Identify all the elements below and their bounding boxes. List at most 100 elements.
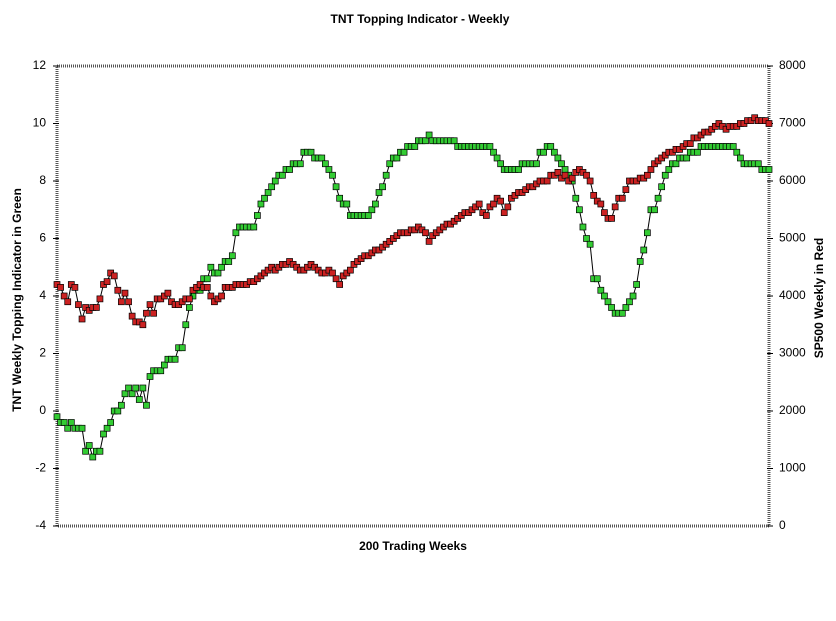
marker bbox=[178, 344, 186, 352]
marker bbox=[325, 166, 333, 173]
marker bbox=[318, 154, 326, 162]
marker bbox=[307, 148, 315, 156]
marker bbox=[572, 194, 580, 202]
marker bbox=[186, 304, 193, 311]
y2-tick-label: 7000 bbox=[779, 116, 806, 130]
marker bbox=[640, 246, 648, 254]
marker bbox=[583, 171, 590, 179]
marker bbox=[644, 171, 651, 179]
marker bbox=[171, 355, 179, 363]
marker bbox=[608, 304, 615, 311]
chart-title: TNT Topping Indicator - Weekly bbox=[331, 12, 510, 26]
marker bbox=[100, 430, 107, 438]
marker bbox=[93, 304, 100, 311]
marker bbox=[268, 183, 276, 191]
marker bbox=[103, 424, 111, 432]
marker bbox=[96, 447, 104, 455]
marker bbox=[67, 419, 75, 426]
marker bbox=[558, 160, 565, 168]
marker bbox=[103, 278, 111, 285]
y2-tick-label: 3000 bbox=[779, 346, 806, 360]
marker bbox=[114, 407, 122, 415]
marker bbox=[64, 424, 72, 432]
marker bbox=[576, 206, 583, 214]
marker bbox=[71, 284, 79, 291]
marker bbox=[146, 373, 154, 380]
marker bbox=[754, 160, 762, 168]
y-tick-label: 10 bbox=[33, 116, 47, 130]
marker bbox=[264, 189, 272, 196]
marker bbox=[139, 384, 147, 392]
marker bbox=[547, 143, 555, 150]
marker bbox=[450, 137, 458, 145]
y-tick-label: 2 bbox=[39, 346, 46, 360]
marker bbox=[611, 203, 619, 211]
marker bbox=[107, 419, 115, 426]
marker bbox=[493, 154, 501, 162]
marker bbox=[182, 321, 190, 329]
marker bbox=[515, 166, 522, 173]
marker bbox=[622, 186, 630, 193]
marker bbox=[139, 321, 147, 329]
marker bbox=[694, 148, 701, 156]
marker bbox=[364, 212, 372, 219]
marker bbox=[597, 286, 605, 294]
marker bbox=[60, 419, 68, 426]
marker bbox=[60, 292, 68, 300]
marker bbox=[118, 298, 125, 306]
marker bbox=[482, 212, 490, 219]
marker bbox=[658, 183, 666, 191]
marker bbox=[329, 171, 336, 179]
y-axis-label: TNT Weekly Topping Indicator in Green bbox=[10, 188, 24, 412]
marker bbox=[400, 148, 408, 156]
marker bbox=[554, 169, 562, 176]
marker bbox=[379, 183, 386, 191]
marker bbox=[203, 284, 211, 291]
marker bbox=[644, 229, 651, 237]
marker bbox=[164, 289, 172, 297]
marker bbox=[654, 194, 662, 202]
marker bbox=[601, 209, 608, 216]
marker bbox=[561, 166, 569, 173]
marker bbox=[336, 281, 344, 288]
marker bbox=[651, 206, 658, 214]
marker bbox=[257, 200, 265, 208]
marker bbox=[411, 143, 419, 150]
marker bbox=[343, 200, 351, 208]
marker bbox=[254, 212, 261, 219]
marker bbox=[118, 401, 125, 409]
marker bbox=[733, 148, 741, 156]
marker bbox=[672, 160, 680, 168]
marker bbox=[568, 174, 576, 182]
marker bbox=[393, 154, 401, 162]
marker bbox=[232, 229, 240, 237]
marker bbox=[78, 424, 86, 432]
marker bbox=[500, 209, 508, 216]
marker bbox=[135, 396, 143, 403]
marker bbox=[504, 203, 512, 211]
marker bbox=[683, 154, 691, 162]
y2-tick-label: 0 bbox=[779, 518, 786, 532]
marker bbox=[583, 235, 590, 242]
marker bbox=[279, 171, 286, 179]
marker bbox=[608, 215, 615, 222]
marker bbox=[586, 240, 594, 248]
marker bbox=[425, 238, 433, 245]
marker bbox=[114, 286, 122, 294]
marker bbox=[604, 298, 612, 306]
marker bbox=[579, 223, 587, 231]
marker bbox=[490, 200, 497, 208]
marker bbox=[321, 160, 329, 168]
marker bbox=[218, 263, 225, 271]
marker bbox=[121, 390, 129, 398]
y-tick-label: 0 bbox=[39, 403, 46, 417]
marker bbox=[296, 160, 304, 168]
marker bbox=[533, 160, 540, 168]
marker bbox=[422, 137, 429, 145]
marker bbox=[110, 272, 118, 280]
y2-tick-label: 4000 bbox=[779, 288, 806, 302]
marker bbox=[207, 292, 215, 300]
marker bbox=[203, 275, 211, 283]
marker bbox=[626, 298, 633, 306]
marker bbox=[540, 148, 547, 156]
